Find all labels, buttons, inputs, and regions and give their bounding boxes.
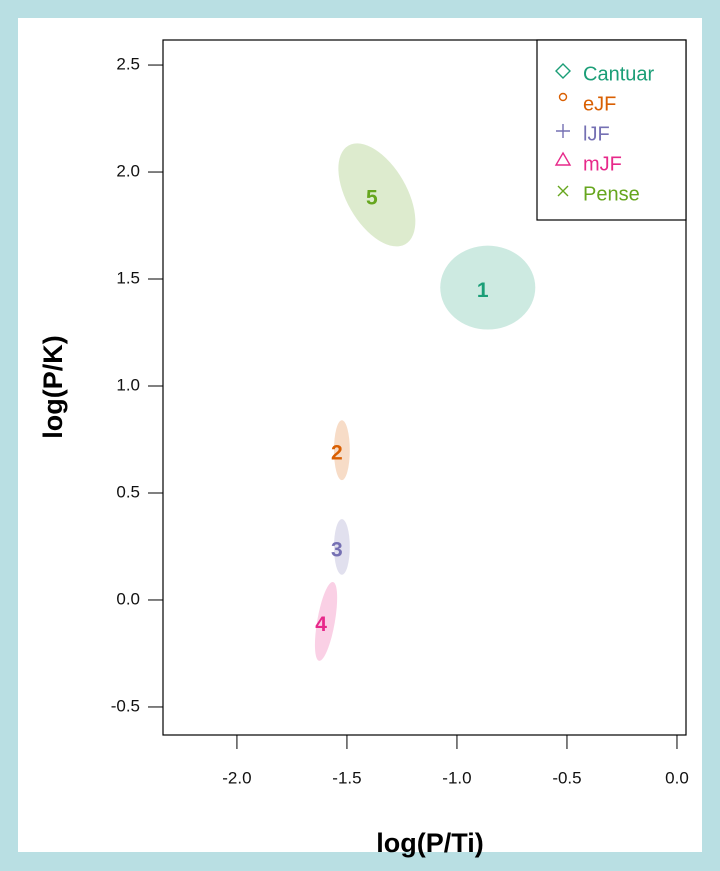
marks: 1 2 3 4 5 (314, 143, 536, 661)
y-tick-label: 1.0 (116, 375, 140, 394)
ellipse (338, 143, 416, 247)
x-tick-label: -1.5 (332, 768, 361, 787)
data-label: 2 (331, 442, 343, 465)
data-label: 3 (331, 538, 343, 561)
data-label: 4 (315, 613, 327, 636)
data-label: 5 (366, 186, 378, 209)
y-axis-label: log(P/K) (38, 335, 68, 438)
legend-marker (558, 92, 568, 102)
x-tick-label: -2.0 (222, 768, 251, 787)
y-tick-label: 2.5 (116, 55, 140, 74)
x-tick-label: 0.0 (665, 768, 689, 787)
legend-label: Pense (583, 183, 640, 205)
ellipse (440, 245, 536, 330)
data-label: 1 (477, 279, 489, 302)
legend-label: Cantuar (583, 63, 654, 85)
x-tick-label: -1.0 (442, 768, 471, 787)
y-tick-label: 1.5 (116, 268, 140, 287)
y-tick-label: -0.5 (111, 696, 140, 715)
legend-label: mJF (583, 153, 622, 175)
y-tick-label: 2.0 (116, 162, 140, 181)
x-tick-label: -0.5 (552, 768, 581, 787)
legend-marker (554, 151, 572, 166)
x-axis-label: log(P/Ti) (376, 828, 484, 858)
legend-marker (555, 63, 571, 79)
ellipse (333, 420, 350, 481)
legend-label: eJF (583, 93, 616, 115)
ellipse (314, 581, 338, 661)
ellipse (333, 519, 350, 575)
y-tick-label: 0.5 (116, 482, 140, 501)
y-tick-label: 0.0 (116, 589, 140, 608)
legend-marker (557, 185, 569, 197)
plot-frame (162, 39, 687, 736)
legend-marker (556, 124, 570, 138)
legend-label: lJF (583, 123, 610, 145)
